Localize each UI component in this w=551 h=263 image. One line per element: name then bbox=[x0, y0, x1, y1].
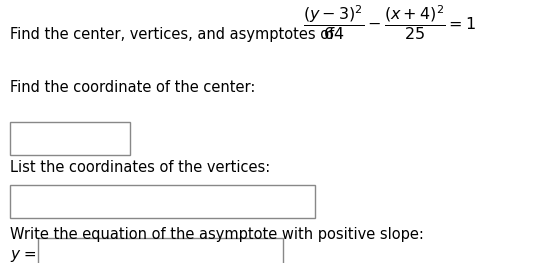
Text: List the coordinates of the vertices:: List the coordinates of the vertices: bbox=[10, 160, 270, 175]
FancyBboxPatch shape bbox=[38, 238, 283, 263]
Text: Find the coordinate of the center:: Find the coordinate of the center: bbox=[10, 80, 255, 95]
FancyBboxPatch shape bbox=[10, 185, 315, 218]
FancyBboxPatch shape bbox=[10, 122, 130, 155]
Text: Find the center, vertices, and asymptotes of: Find the center, vertices, and asymptote… bbox=[10, 28, 334, 43]
Text: $\dfrac{(y - 3)^2}{64} - \dfrac{(x + 4)^2}{25} = 1$: $\dfrac{(y - 3)^2}{64} - \dfrac{(x + 4)^… bbox=[304, 4, 477, 42]
Text: y =: y = bbox=[10, 247, 36, 262]
Text: Write the equation of the asymptote with positive slope:: Write the equation of the asymptote with… bbox=[10, 227, 424, 242]
